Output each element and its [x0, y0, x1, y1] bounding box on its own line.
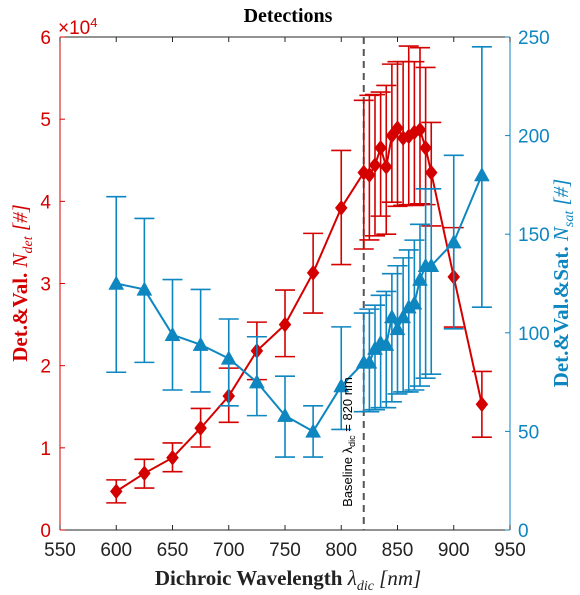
- saturated-marker: [220, 350, 237, 365]
- y-right-tick-label: 50: [518, 422, 539, 443]
- x-tick-label: 750: [269, 540, 301, 561]
- x-tick-label: 800: [325, 540, 357, 561]
- detections-marker: [368, 157, 382, 174]
- detections-marker: [363, 167, 376, 183]
- saturated-marker: [406, 295, 423, 310]
- y-right-tick-label: 250: [518, 28, 550, 49]
- chart-title: Detections: [244, 5, 333, 27]
- saturated-marker: [164, 326, 181, 342]
- detections-marker: [166, 449, 179, 466]
- y-right-tick-label: 0: [518, 521, 529, 542]
- detections-marker: [138, 465, 151, 482]
- x-tick-label: 950: [494, 540, 526, 561]
- saturated-marker: [378, 336, 395, 351]
- x-tick-label: 900: [438, 540, 470, 561]
- saturated-marker: [305, 423, 322, 438]
- y-left-tick-label: 5: [40, 110, 51, 131]
- right-series-group: [106, 46, 492, 458]
- saturated-marker: [423, 257, 440, 273]
- saturated-marker: [108, 275, 125, 290]
- detections-marker: [278, 316, 292, 333]
- detections-marker: [306, 264, 320, 281]
- detections-marker: [475, 396, 489, 413]
- saturated-marker: [412, 271, 428, 286]
- saturated-series-line: [116, 174, 483, 433]
- saturated-marker: [136, 281, 153, 296]
- saturated-marker: [248, 374, 265, 389]
- saturated-marker: [383, 309, 400, 324]
- detections-marker: [194, 420, 207, 437]
- saturated-marker: [445, 234, 462, 249]
- y-right-tick-label: 150: [518, 225, 550, 246]
- x-tick-label: 700: [213, 540, 245, 561]
- left-series-group: [106, 45, 492, 504]
- y-left-tick-label: 1: [40, 439, 51, 460]
- axes-group: 550 600 650 700 750 800 850 900 9500123456050100…: [40, 28, 549, 561]
- left-axis-exponent: ×104: [58, 15, 97, 40]
- x-axis-label: Dichroic Wavelength λdic [nm]: [155, 566, 421, 594]
- y-left-tick-label: 6: [40, 28, 51, 49]
- saturated-marker: [389, 320, 406, 336]
- saturated-marker: [333, 378, 350, 393]
- baseline-annotation: Baseline λdic = 820 nm: [340, 377, 357, 507]
- y-axis-left-label: Det.&Val. Ndet [#]: [8, 204, 36, 362]
- y-right-tick-label: 200: [518, 127, 550, 148]
- y-left-tick-label: 0: [40, 521, 51, 542]
- x-tick-label: 600: [100, 540, 132, 561]
- detections-marker: [374, 140, 387, 156]
- x-tick-label: 850: [382, 540, 414, 561]
- saturated-marker: [192, 336, 209, 351]
- x-tick-label: 650: [157, 540, 189, 561]
- saturated-marker: [395, 309, 412, 324]
- detections-series-line: [115, 126, 483, 493]
- detections-marker: [419, 140, 432, 156]
- text-group: Detections ×104 Dichroic Wavelength λdic…: [8, 5, 577, 594]
- y-left-tick-label: 2: [40, 357, 51, 378]
- detections-marker: [109, 483, 123, 500]
- detections-marker: [334, 200, 348, 216]
- saturated-marker: [473, 167, 490, 182]
- y-left-tick-label: 4: [40, 192, 51, 213]
- y-right-tick-label: 100: [518, 324, 550, 345]
- y-left-tick-label: 3: [40, 275, 51, 296]
- y-axis-right-label: Det.&Val.&Sat. Nsat [#]: [549, 179, 577, 388]
- detections-marker: [391, 120, 404, 137]
- detections-marker: [424, 164, 438, 181]
- detections-marker: [379, 158, 393, 175]
- saturated-marker: [361, 354, 378, 369]
- saturated-marker: [277, 407, 293, 422]
- detections-marker: [413, 121, 427, 138]
- x-tick-label: 550: [44, 540, 76, 561]
